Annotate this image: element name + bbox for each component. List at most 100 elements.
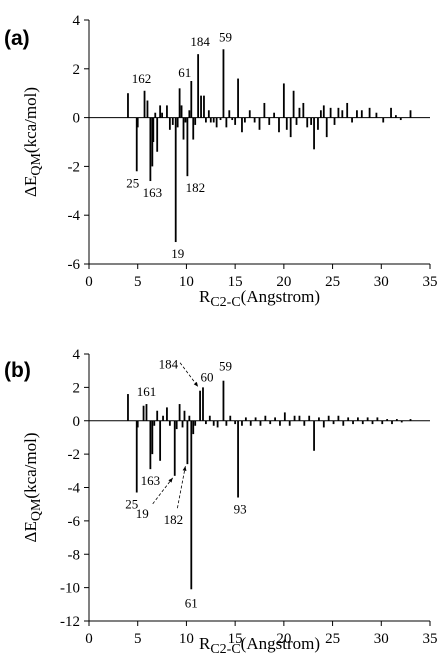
annotation-label: 182 — [164, 512, 184, 527]
bar — [293, 415, 296, 421]
panel-label: (a) — [4, 27, 30, 50]
annotation-arrow — [152, 477, 174, 505]
bar — [317, 117, 319, 130]
bar — [306, 117, 309, 128]
y-axis-label: ΔEQM(kca/mol) — [21, 433, 44, 543]
annotation-label: 163 — [141, 473, 161, 488]
bar — [212, 420, 215, 426]
y-tick-label: 2 — [73, 380, 81, 396]
bar — [175, 420, 178, 430]
bar — [166, 105, 168, 118]
bar — [337, 415, 340, 421]
bar — [205, 117, 207, 123]
bar — [386, 419, 389, 421]
bar — [190, 81, 193, 118]
bar — [313, 420, 315, 451]
bar — [202, 387, 204, 421]
bar — [136, 420, 139, 428]
bar — [222, 49, 225, 118]
bar — [216, 420, 219, 428]
y-tick-label: -12 — [60, 614, 80, 630]
bar — [209, 117, 212, 123]
bar — [142, 405, 145, 421]
bar — [289, 117, 292, 138]
annotation-label: 184 — [190, 34, 210, 49]
y-tick-label: -10 — [60, 581, 80, 597]
annotation-label: 163 — [143, 185, 163, 200]
bar — [143, 90, 146, 118]
annotation-label: 60 — [200, 369, 213, 384]
annotation-label: 161 — [137, 384, 157, 399]
bar — [184, 117, 187, 123]
y-axis-label: ΔEQM(kca/mol) — [21, 87, 44, 197]
bar — [149, 117, 152, 182]
bar — [254, 417, 257, 421]
bar — [399, 117, 402, 121]
bar — [228, 110, 231, 118]
bar — [360, 110, 363, 118]
bar — [264, 415, 267, 421]
y-tick-label: 4 — [73, 347, 81, 363]
bar — [231, 117, 234, 121]
bar — [327, 415, 330, 421]
bar — [253, 117, 256, 123]
bar — [356, 110, 358, 118]
bar — [375, 112, 378, 118]
bar — [347, 417, 350, 421]
panel-label: (b) — [4, 359, 31, 382]
bar — [149, 420, 152, 470]
bar — [390, 107, 392, 118]
bar — [181, 420, 184, 428]
bar — [166, 407, 168, 421]
bar — [194, 117, 197, 125]
y-tick-label: 0 — [73, 414, 81, 430]
bar — [269, 420, 272, 425]
bar — [274, 417, 276, 421]
bar — [159, 420, 162, 461]
bar — [268, 117, 271, 125]
bar — [162, 415, 164, 421]
bar — [357, 417, 359, 421]
bar — [243, 117, 246, 123]
bar — [282, 83, 285, 118]
bar — [173, 420, 176, 476]
bar — [241, 117, 243, 133]
bar — [188, 415, 191, 421]
x-axis-label: RC2-C(Angstrom) — [199, 287, 320, 310]
bar — [319, 110, 322, 118]
bar — [313, 117, 315, 150]
bar — [322, 420, 325, 428]
bar — [259, 420, 262, 426]
bar — [186, 117, 189, 177]
annotation-label: 25 — [126, 175, 139, 190]
bar — [168, 117, 171, 130]
bar — [234, 420, 237, 425]
y-tick-label: -4 — [68, 208, 81, 224]
bar — [285, 117, 288, 130]
bar — [295, 117, 298, 125]
bar — [329, 107, 332, 118]
annotation-label: 25 — [125, 497, 138, 512]
annotation-label: 61 — [185, 595, 198, 610]
bar — [205, 420, 207, 425]
bar — [178, 88, 181, 118]
bar — [212, 117, 215, 123]
x-tick-label: 35 — [423, 631, 438, 647]
bar — [258, 117, 261, 130]
bar — [409, 419, 412, 421]
annotation-label: 182 — [186, 180, 206, 195]
bar — [219, 117, 222, 121]
bar — [395, 115, 397, 118]
bar — [308, 415, 311, 421]
bar — [151, 420, 154, 455]
bar — [368, 107, 371, 118]
annotation-arrowhead — [193, 381, 199, 387]
bar — [310, 117, 313, 125]
bar — [292, 90, 295, 118]
bar — [127, 394, 129, 421]
bar — [273, 112, 276, 118]
bar — [352, 420, 354, 425]
bar — [371, 420, 374, 425]
bar — [199, 390, 201, 421]
bar — [154, 112, 157, 118]
